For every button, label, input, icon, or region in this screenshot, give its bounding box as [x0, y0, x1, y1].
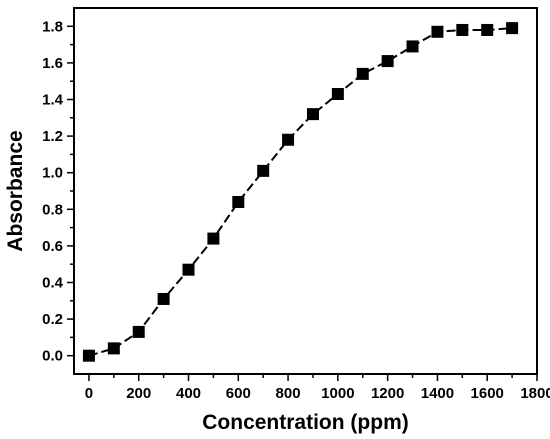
data-point: [207, 232, 220, 245]
series-layer: [82, 22, 519, 362]
x-tick-label: 400: [176, 385, 201, 402]
data-point: [456, 23, 469, 36]
y-tick-label: 1.8: [42, 18, 63, 35]
y-tick-label: 1.2: [42, 128, 63, 145]
y-axis-title: Absorbance: [4, 130, 27, 251]
x-tick-label: 0: [85, 385, 93, 402]
x-tick-label: 1600: [471, 385, 504, 402]
data-point: [356, 67, 369, 80]
data-point: [157, 292, 170, 305]
y-tick-label: 0.2: [42, 311, 63, 328]
data-point: [431, 25, 444, 38]
x-tick-label: 200: [126, 385, 151, 402]
y-tick-label: 0.0: [42, 348, 63, 365]
data-point: [107, 342, 120, 355]
y-tick-label: 0.6: [42, 238, 63, 255]
x-tick-label: 1800: [520, 385, 550, 402]
data-point: [406, 40, 419, 53]
y-tick-label: 1.0: [42, 165, 63, 182]
data-point: [257, 164, 270, 177]
y-tick-label: 1.4: [42, 92, 64, 109]
data-point: [481, 23, 494, 36]
x-tick-label: 1400: [421, 385, 454, 402]
data-point: [232, 195, 245, 208]
data-point: [82, 349, 95, 362]
y-tick-label: 0.8: [42, 201, 63, 218]
data-point: [306, 108, 319, 121]
data-point: [381, 55, 394, 68]
data-point: [182, 263, 195, 276]
x-tick-label: 800: [276, 385, 301, 402]
plot-frame: [73, 7, 538, 375]
data-point: [506, 22, 519, 35]
data-point: [132, 325, 145, 338]
x-tick-label: 1000: [321, 385, 354, 402]
series-line: [88, 27, 513, 357]
x-axis-title: Concentration (ppm): [202, 411, 408, 434]
x-tick-label: 600: [226, 385, 251, 402]
y-tick-label: 1.6: [42, 55, 63, 72]
data-point: [331, 88, 344, 101]
x-tick-label: 1200: [371, 385, 404, 402]
y-tick-label: 0.4: [42, 275, 64, 292]
data-point: [282, 133, 295, 146]
ticks-layer: 0 200 400 600 800 1000 1200 1400 1600 1800 0.0 0.2 0…: [42, 18, 550, 402]
